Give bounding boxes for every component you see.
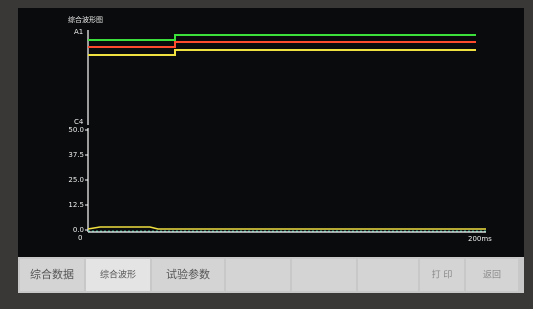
plot-title: 综合波形图 [68, 15, 103, 24]
page: 综合波形图 A1 C4 50.037.525.012.50.0 0 200ms … [0, 0, 533, 309]
y-tick-label: 50.0 [68, 126, 84, 134]
screen: 综合波形图 A1 C4 50.037.525.012.50.0 0 200ms … [0, 0, 533, 309]
button [292, 259, 356, 291]
y-tick-label: 25.0 [68, 176, 84, 184]
x-label: 200ms [468, 235, 492, 243]
button-label[interactable]: 综合数据 [30, 267, 74, 281]
x-label: 0 [78, 234, 82, 242]
button-label[interactable]: 试验参数 [166, 267, 210, 281]
y-tick-label: 37.5 [68, 151, 84, 159]
y-tick-label: 0.0 [73, 226, 84, 234]
button-label[interactable]: 打 印 [432, 269, 453, 281]
channel-label: C4 [74, 118, 84, 126]
button [226, 259, 290, 291]
button-label[interactable]: 综合波形 [100, 269, 136, 281]
display [18, 8, 524, 260]
y-tick-label: 12.5 [68, 201, 84, 209]
button-label[interactable]: 返回 [483, 269, 501, 281]
channel-label: A1 [74, 28, 83, 36]
button [358, 259, 418, 291]
